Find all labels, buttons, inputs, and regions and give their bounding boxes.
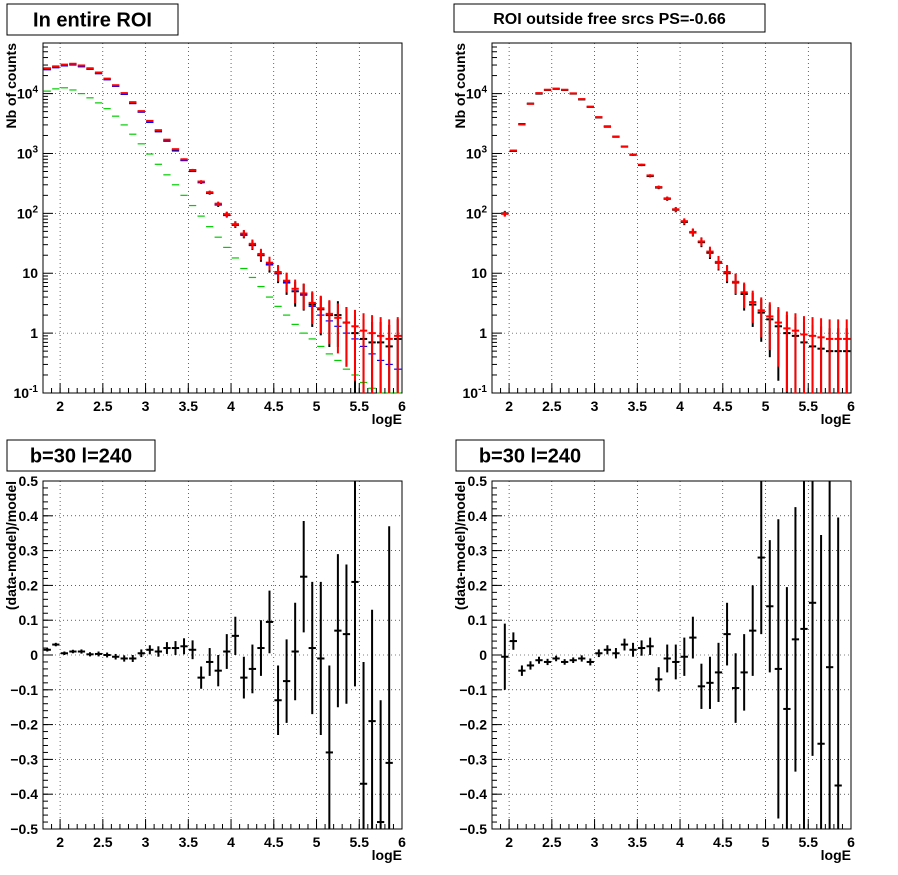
x-tick-label: 3 xyxy=(142,834,150,850)
y-tick-label: −0.4 xyxy=(459,786,487,802)
plot-frame xyxy=(42,480,403,830)
x-tick-label: 4 xyxy=(227,398,235,414)
y-tick-label: −0.1 xyxy=(459,682,487,698)
y-tick-label: −0.5 xyxy=(459,821,487,837)
x-axis-label: logE xyxy=(372,411,402,427)
plot-frame xyxy=(491,480,852,830)
y-axis-label: Nb of counts xyxy=(3,43,19,129)
x-tick-label: 5.5 xyxy=(350,398,370,414)
x-tick-label: 2.5 xyxy=(93,398,113,414)
x-tick-label: 6 xyxy=(398,398,406,414)
x-tick-label: 2.5 xyxy=(93,834,113,850)
x-tick-label: 3 xyxy=(591,834,599,850)
series-4 xyxy=(43,62,402,393)
x-tick-label: 3.5 xyxy=(628,398,648,414)
y-tick-label: 10 xyxy=(471,265,487,281)
x-tick-label: 3.5 xyxy=(628,834,648,850)
y-tick-label: 0.5 xyxy=(19,473,39,489)
x-tick-label: 4 xyxy=(227,834,235,850)
y-tick-label: 0.3 xyxy=(19,543,39,559)
x-tick-label: 2 xyxy=(56,834,64,850)
y-tick-label: 104 xyxy=(466,85,488,102)
y-tick-label: −0.2 xyxy=(10,717,38,733)
x-tick-label: 4.5 xyxy=(713,834,733,850)
y-tick-label: 0.1 xyxy=(19,612,39,628)
y-tick-label: −0.1 xyxy=(10,682,38,698)
y-axis-label: Nb of counts xyxy=(452,43,468,129)
x-axis-label: logE xyxy=(821,847,851,863)
x-tick-label: 4 xyxy=(676,398,684,414)
x-tick-label: 5 xyxy=(313,398,321,414)
chart-panel-4: 2 2.5 3 3.5 4 4.5 5 5.5 6 −0.5 −0.4 −0.3 −0.2 −0.1 0 0.… xyxy=(452,439,855,863)
x-tick-label: 4.5 xyxy=(264,834,284,850)
chart-panel-2: 2 2.5 3 3.5 4 4.5 5 5.5 6 10-1 1 10 102 103 104 logE Nb … xyxy=(452,3,855,427)
title-box xyxy=(6,439,156,472)
y-tick-label: 1 xyxy=(479,325,487,341)
x-tick-label: 5.5 xyxy=(799,398,819,414)
y-tick-label: 103 xyxy=(17,144,39,161)
chart-title: In entire ROI xyxy=(33,10,152,32)
plot-frame xyxy=(491,42,852,394)
x-tick-label: 3 xyxy=(591,398,599,414)
y-tick-label: 0.4 xyxy=(468,508,488,524)
x-tick-label: 4 xyxy=(676,834,684,850)
x-tick-label: 5 xyxy=(313,834,321,850)
x-tick-label: 2.5 xyxy=(542,398,562,414)
y-axis-label: (data-model)/model xyxy=(452,481,468,610)
series-2 xyxy=(501,87,851,393)
y-tick-label: 102 xyxy=(466,204,488,221)
x-axis-label: logE xyxy=(821,411,851,427)
x-axis-label: logE xyxy=(372,847,402,863)
residual-series xyxy=(501,481,842,829)
chart-panel-3: 2 2.5 3 3.5 4 4.5 5 5.5 6 −0.5 −0.4 −0.3 −0.2 −0.1 0 0.… xyxy=(3,439,406,863)
x-tick-label: 5 xyxy=(762,834,770,850)
y-tick-label: 103 xyxy=(466,144,488,161)
y-axis-label: (data-model)/model xyxy=(3,481,19,610)
x-tick-label: 5.5 xyxy=(350,834,370,850)
y-tick-label: 0 xyxy=(30,647,38,663)
x-tick-label: 6 xyxy=(398,834,406,850)
y-tick-label: 1 xyxy=(30,325,38,341)
y-tick-label: 0.4 xyxy=(19,508,39,524)
y-tick-label: −0.3 xyxy=(459,751,487,767)
y-tick-label: −0.5 xyxy=(10,821,38,837)
residual-series xyxy=(43,481,393,829)
chart-title: b=30 l=240 xyxy=(479,446,581,468)
title-box xyxy=(6,3,179,36)
y-tick-label: 102 xyxy=(17,204,39,221)
title-box xyxy=(455,439,605,472)
y-tick-label: 10 xyxy=(22,265,38,281)
x-tick-label: 2 xyxy=(505,834,513,850)
x-tick-label: 5.5 xyxy=(799,834,819,850)
y-tick-label: 0 xyxy=(479,647,487,663)
x-tick-label: 4.5 xyxy=(264,398,284,414)
plot-frame xyxy=(42,42,403,394)
y-tick-label: 10-1 xyxy=(14,384,39,401)
x-tick-label: 6 xyxy=(847,398,855,414)
x-tick-label: 2 xyxy=(505,398,513,414)
title-box xyxy=(453,3,766,33)
y-tick-label: 0.2 xyxy=(19,577,39,593)
y-tick-label: 0.1 xyxy=(468,612,488,628)
y-tick-label: −0.4 xyxy=(10,786,38,802)
chart-title: b=30 l=240 xyxy=(30,446,132,468)
x-tick-label: 3.5 xyxy=(179,834,199,850)
y-tick-label: 0.5 xyxy=(468,473,488,489)
chart-title: ROI outside free srcs PS=-0.66 xyxy=(493,11,726,28)
x-tick-label: 5 xyxy=(762,398,770,414)
y-tick-label: −0.2 xyxy=(459,717,487,733)
x-tick-label: 6 xyxy=(847,834,855,850)
x-tick-label: 4.5 xyxy=(713,398,733,414)
y-tick-label: 104 xyxy=(17,85,39,102)
x-tick-label: 3 xyxy=(142,398,150,414)
x-tick-label: 2.5 xyxy=(542,834,562,850)
x-tick-label: 2 xyxy=(56,398,64,414)
y-tick-label: 10-1 xyxy=(463,384,488,401)
y-tick-label: 0.3 xyxy=(468,543,488,559)
x-tick-label: 3.5 xyxy=(179,398,199,414)
y-tick-label: 0.2 xyxy=(468,577,488,593)
chart-panel-1: 2 2.5 3 3.5 4 4.5 5 5.5 6 10-1 1 10 102 103 104 logE Nb … xyxy=(3,3,406,427)
y-tick-label: −0.3 xyxy=(10,751,38,767)
